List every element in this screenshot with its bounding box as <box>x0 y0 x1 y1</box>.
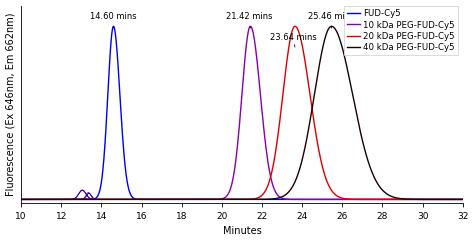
10 kDa PEG-FUD-Cy5 <box>299 198 305 201</box>
10 kDa PEG-FUD-Cy5 <box>247 25 253 28</box>
20 kDa PEG-FUD-Cy5 <box>460 198 465 201</box>
40 kDa PEG-FUD-Cy5 <box>178 198 184 201</box>
Line: 20 kDa PEG-FUD-Cy5: 20 kDa PEG-FUD-Cy5 <box>21 26 463 199</box>
FUD-Cy5 <box>369 198 375 201</box>
10 kDa PEG-FUD-Cy5 <box>40 198 46 201</box>
Line: 40 kDa PEG-FUD-Cy5: 40 kDa PEG-FUD-Cy5 <box>21 26 463 199</box>
20 kDa PEG-FUD-Cy5 <box>280 97 285 100</box>
FUD-Cy5 <box>346 198 351 201</box>
10 kDa PEG-FUD-Cy5 <box>346 198 351 201</box>
40 kDa PEG-FUD-Cy5 <box>280 195 285 198</box>
40 kDa PEG-FUD-Cy5 <box>299 160 305 163</box>
FUD-Cy5 <box>178 198 184 201</box>
FUD-Cy5 <box>299 198 305 201</box>
Y-axis label: Fluorescence (Ex 646nm, Em 662nm): Fluorescence (Ex 646nm, Em 662nm) <box>6 12 16 196</box>
Text: 25.46 mins: 25.46 mins <box>308 12 355 28</box>
40 kDa PEG-FUD-Cy5 <box>346 74 351 76</box>
20 kDa PEG-FUD-Cy5 <box>178 198 184 201</box>
10 kDa PEG-FUD-Cy5 <box>460 198 465 201</box>
10 kDa PEG-FUD-Cy5 <box>280 197 285 200</box>
10 kDa PEG-FUD-Cy5 <box>369 198 375 201</box>
Line: FUD-Cy5: FUD-Cy5 <box>21 26 463 199</box>
20 kDa PEG-FUD-Cy5 <box>299 42 305 45</box>
Text: 23.64 mins: 23.64 mins <box>270 33 317 47</box>
FUD-Cy5 <box>110 25 116 28</box>
20 kDa PEG-FUD-Cy5 <box>292 25 298 28</box>
FUD-Cy5 <box>18 198 24 201</box>
Text: 21.42 mins: 21.42 mins <box>226 12 272 28</box>
Line: 10 kDa PEG-FUD-Cy5: 10 kDa PEG-FUD-Cy5 <box>21 26 463 199</box>
20 kDa PEG-FUD-Cy5 <box>346 198 351 201</box>
20 kDa PEG-FUD-Cy5 <box>40 198 46 201</box>
10 kDa PEG-FUD-Cy5 <box>178 198 184 201</box>
FUD-Cy5 <box>460 198 465 201</box>
FUD-Cy5 <box>280 198 285 201</box>
Text: 14.60 mins: 14.60 mins <box>90 12 137 28</box>
20 kDa PEG-FUD-Cy5 <box>369 198 375 201</box>
X-axis label: Minutes: Minutes <box>223 227 261 236</box>
20 kDa PEG-FUD-Cy5 <box>18 198 24 201</box>
40 kDa PEG-FUD-Cy5 <box>460 198 465 201</box>
10 kDa PEG-FUD-Cy5 <box>18 198 24 201</box>
40 kDa PEG-FUD-Cy5 <box>328 25 334 28</box>
40 kDa PEG-FUD-Cy5 <box>369 171 375 174</box>
FUD-Cy5 <box>359 198 365 201</box>
40 kDa PEG-FUD-Cy5 <box>18 198 24 201</box>
40 kDa PEG-FUD-Cy5 <box>40 198 46 201</box>
FUD-Cy5 <box>40 198 46 201</box>
Legend: FUD-Cy5, 10 kDa PEG-FUD-Cy5, 20 kDa PEG-FUD-Cy5, 40 kDa PEG-FUD-Cy5: FUD-Cy5, 10 kDa PEG-FUD-Cy5, 20 kDa PEG-… <box>344 6 458 55</box>
